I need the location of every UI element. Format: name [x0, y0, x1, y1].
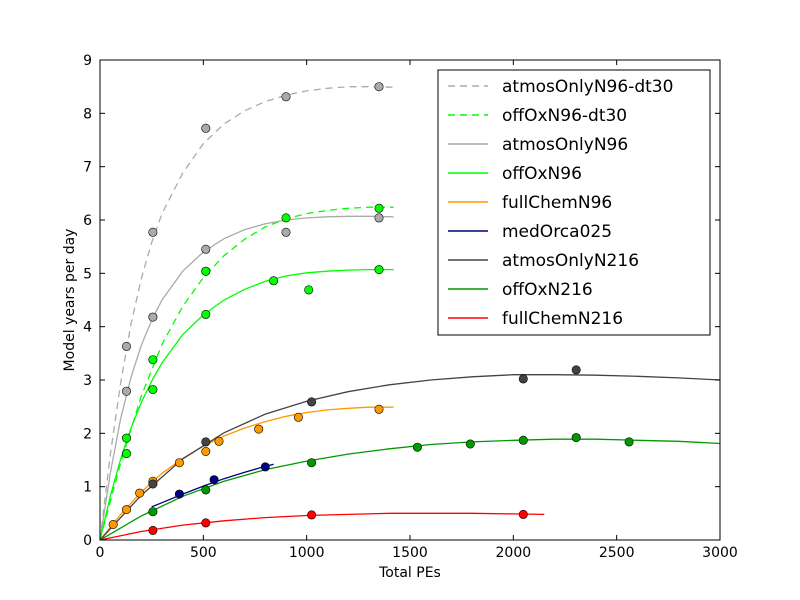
data-point-fullChemN216-2: [307, 510, 317, 520]
data-point-offOxN96-4: [201, 266, 211, 276]
x-tick-label: 0: [96, 545, 105, 561]
data-point-fullChemN96-5: [201, 446, 211, 456]
series-line-fullChemN216: [100, 512, 545, 540]
data-point-offOxN96-dt30-2: [281, 213, 291, 223]
x-tick-label: 2500: [599, 545, 635, 561]
series-line-offOxN96-dt30: [100, 206, 394, 540]
data-point-offOxN216-3: [412, 442, 422, 452]
legend-label-atmosOnlyN96-dt30: atmosOnlyN96-dt30: [502, 77, 673, 97]
data-point-atmosOnlyN96-dt30-1: [148, 227, 158, 237]
legend-label-medOrca025: medOrca025: [502, 222, 612, 242]
data-point-atmosOnlyN96-dt30-4: [374, 82, 384, 92]
data-point-atmosOnlyN216-1: [201, 437, 211, 447]
data-point-offOxN216-5: [518, 435, 528, 445]
legend-label-offOxN96: offOxN96: [502, 164, 582, 184]
data-point-atmosOnlyN96-dt30-0: [122, 341, 132, 351]
data-point-fullChemN216-1: [201, 518, 211, 528]
data-point-offOxN216-2: [307, 458, 317, 468]
data-point-fullChemN96-4: [174, 458, 184, 468]
x-axis-label: Total PEs: [378, 565, 441, 581]
data-point-atmosOnlyN96-dt30-2: [201, 123, 211, 133]
data-point-offOxN216-6: [571, 433, 581, 443]
data-point-medOrca025-0: [174, 489, 184, 499]
x-tick-label: 500: [190, 545, 217, 561]
y-tick-label: 0: [83, 533, 92, 549]
data-point-offOxN96-0: [122, 433, 132, 443]
x-tick-label: 2000: [496, 545, 532, 561]
x-tick-label: 3000: [702, 545, 738, 561]
series-line-atmosOnlyN216: [100, 374, 720, 540]
y-tick-label: 4: [83, 320, 92, 336]
data-point-atmosOnlyN96-4: [374, 213, 384, 223]
y-tick-label: 1: [83, 480, 92, 496]
data-point-offOxN216-4: [465, 439, 475, 449]
data-point-fullChemN216-3: [518, 509, 528, 519]
x-tick-label: 1500: [392, 545, 428, 561]
y-tick-label: 3: [83, 373, 92, 389]
data-point-offOxN96-1: [122, 449, 132, 459]
data-point-atmosOnlyN216-3: [518, 374, 528, 384]
data-point-fullChemN96-1: [122, 505, 132, 515]
legend-label-atmosOnlyN216: atmosOnlyN216: [502, 251, 639, 271]
series-layer: [100, 82, 720, 540]
data-point-fullChemN96-0: [108, 519, 118, 529]
legend-label-offOxN96-dt30: offOxN96-dt30: [502, 106, 627, 126]
series-line-fullChemN96: [100, 406, 394, 540]
data-point-offOxN96-5: [269, 276, 279, 286]
legend-label-fullChemN216: fullChemN216: [502, 309, 623, 329]
ticks-layer: 0 500 1000 1500 2000 2500 3000 0 1 2 3 4 5 6 7 8 9: [83, 53, 738, 561]
series-line-offOxN96: [100, 268, 394, 540]
data-point-offOxN216-0: [148, 507, 158, 517]
y-tick-label: 7: [83, 160, 92, 176]
data-point-atmosOnlyN96-0: [122, 386, 132, 396]
y-tick-label: 6: [83, 213, 92, 229]
data-point-offOxN96-2: [148, 385, 158, 395]
data-point-fullChemN96-8: [293, 412, 303, 422]
series-line-atmosOnlyN96: [100, 215, 394, 540]
y-tick-label: 2: [83, 426, 92, 442]
data-point-fullChemN96-6: [214, 436, 224, 446]
y-axis-label: Model years per day: [62, 229, 78, 372]
data-point-offOxN216-1: [201, 485, 211, 495]
y-tick-label: 9: [83, 53, 92, 69]
series-line-atmosOnlyN96-dt30: [100, 86, 394, 540]
data-point-fullChemN96-2: [135, 488, 145, 498]
data-point-fullChemN96-7: [254, 424, 264, 434]
legend-label-fullChemN96: fullChemN96: [502, 193, 612, 213]
data-point-offOxN216-7: [624, 437, 634, 447]
data-point-atmosOnlyN216-4: [571, 365, 581, 375]
y-tick-label: 8: [83, 106, 92, 122]
data-point-atmosOnlyN96-dt30-3: [281, 92, 291, 102]
data-point-offOxN96-7: [374, 265, 384, 275]
data-point-offOxN96-6: [304, 285, 314, 295]
data-point-medOrca025-1: [209, 475, 219, 485]
y-tick-label: 5: [83, 266, 92, 282]
legend-label-offOxN216: offOxN216: [502, 280, 593, 300]
legend-label-atmosOnlyN96: atmosOnlyN96: [502, 135, 628, 155]
data-point-atmosOnlyN96-1: [148, 312, 158, 322]
x-tick-label: 1000: [289, 545, 325, 561]
data-point-atmosOnlyN216-0: [148, 479, 158, 489]
data-point-atmosOnlyN216-2: [307, 397, 317, 407]
data-point-atmosOnlyN96-2: [201, 244, 211, 254]
data-point-atmosOnlyN96-3: [281, 227, 291, 237]
data-point-offOxN96-dt30-3: [374, 203, 384, 213]
data-point-offOxN96-dt30-0: [148, 355, 158, 365]
legend: atmosOnlyN96-dt30 offOxN96-dt30 atmosOnlyN…: [437, 69, 711, 336]
data-point-fullChemN96-9: [374, 404, 384, 414]
data-point-offOxN96-3: [201, 309, 211, 319]
data-point-medOrca025-2: [260, 462, 270, 472]
data-point-fullChemN216-0: [148, 525, 158, 535]
